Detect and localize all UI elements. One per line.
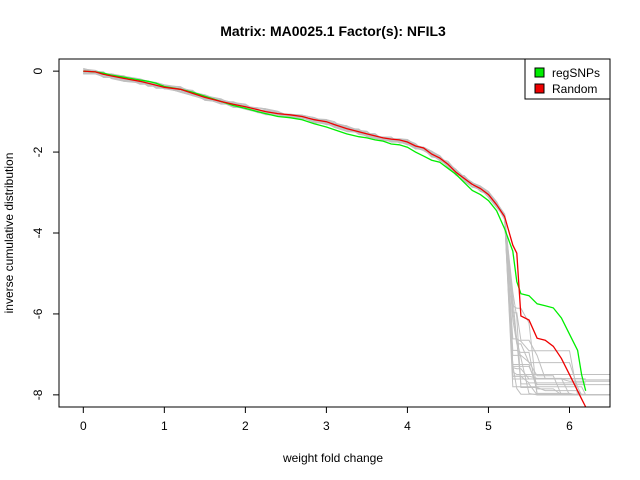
x-axis: 0 1 2 3 4 5 6 (80, 406, 573, 433)
x-axis-label: weight fold change (282, 451, 383, 465)
y-tick-label: -6 (31, 308, 45, 319)
y-tick-label: -4 (31, 227, 45, 238)
series-lines (83, 70, 587, 408)
x-tick-label: 3 (323, 419, 330, 433)
x-tick-label: 4 (404, 419, 411, 433)
legend-swatch (534, 83, 545, 94)
y-axis: 0 -2 -4 -6 -8 (31, 67, 60, 400)
random-curve-line (83, 73, 610, 396)
x-tick-label: 0 (80, 419, 87, 433)
chart-title: Matrix: MA0025.1 Factor(s): NFIL3 (220, 23, 446, 39)
legend: regSNPs Random (524, 58, 611, 100)
y-tick-label: -2 (31, 146, 45, 157)
x-tick-label: 6 (566, 419, 573, 433)
x-tick-label: 1 (161, 419, 168, 433)
y-tick-label: -8 (31, 389, 45, 400)
x-tick-label: 5 (485, 419, 492, 433)
legend-swatch (534, 67, 545, 78)
y-axis-label: inverse cumulative distribution (2, 153, 16, 314)
legend-label: Random (552, 82, 597, 96)
y-tick-label: 0 (31, 67, 45, 74)
x-tick-label: 2 (242, 419, 249, 433)
legend-label: regSNPs (552, 66, 600, 80)
random-curve-line (83, 72, 610, 375)
series-line-random (83, 70, 587, 408)
